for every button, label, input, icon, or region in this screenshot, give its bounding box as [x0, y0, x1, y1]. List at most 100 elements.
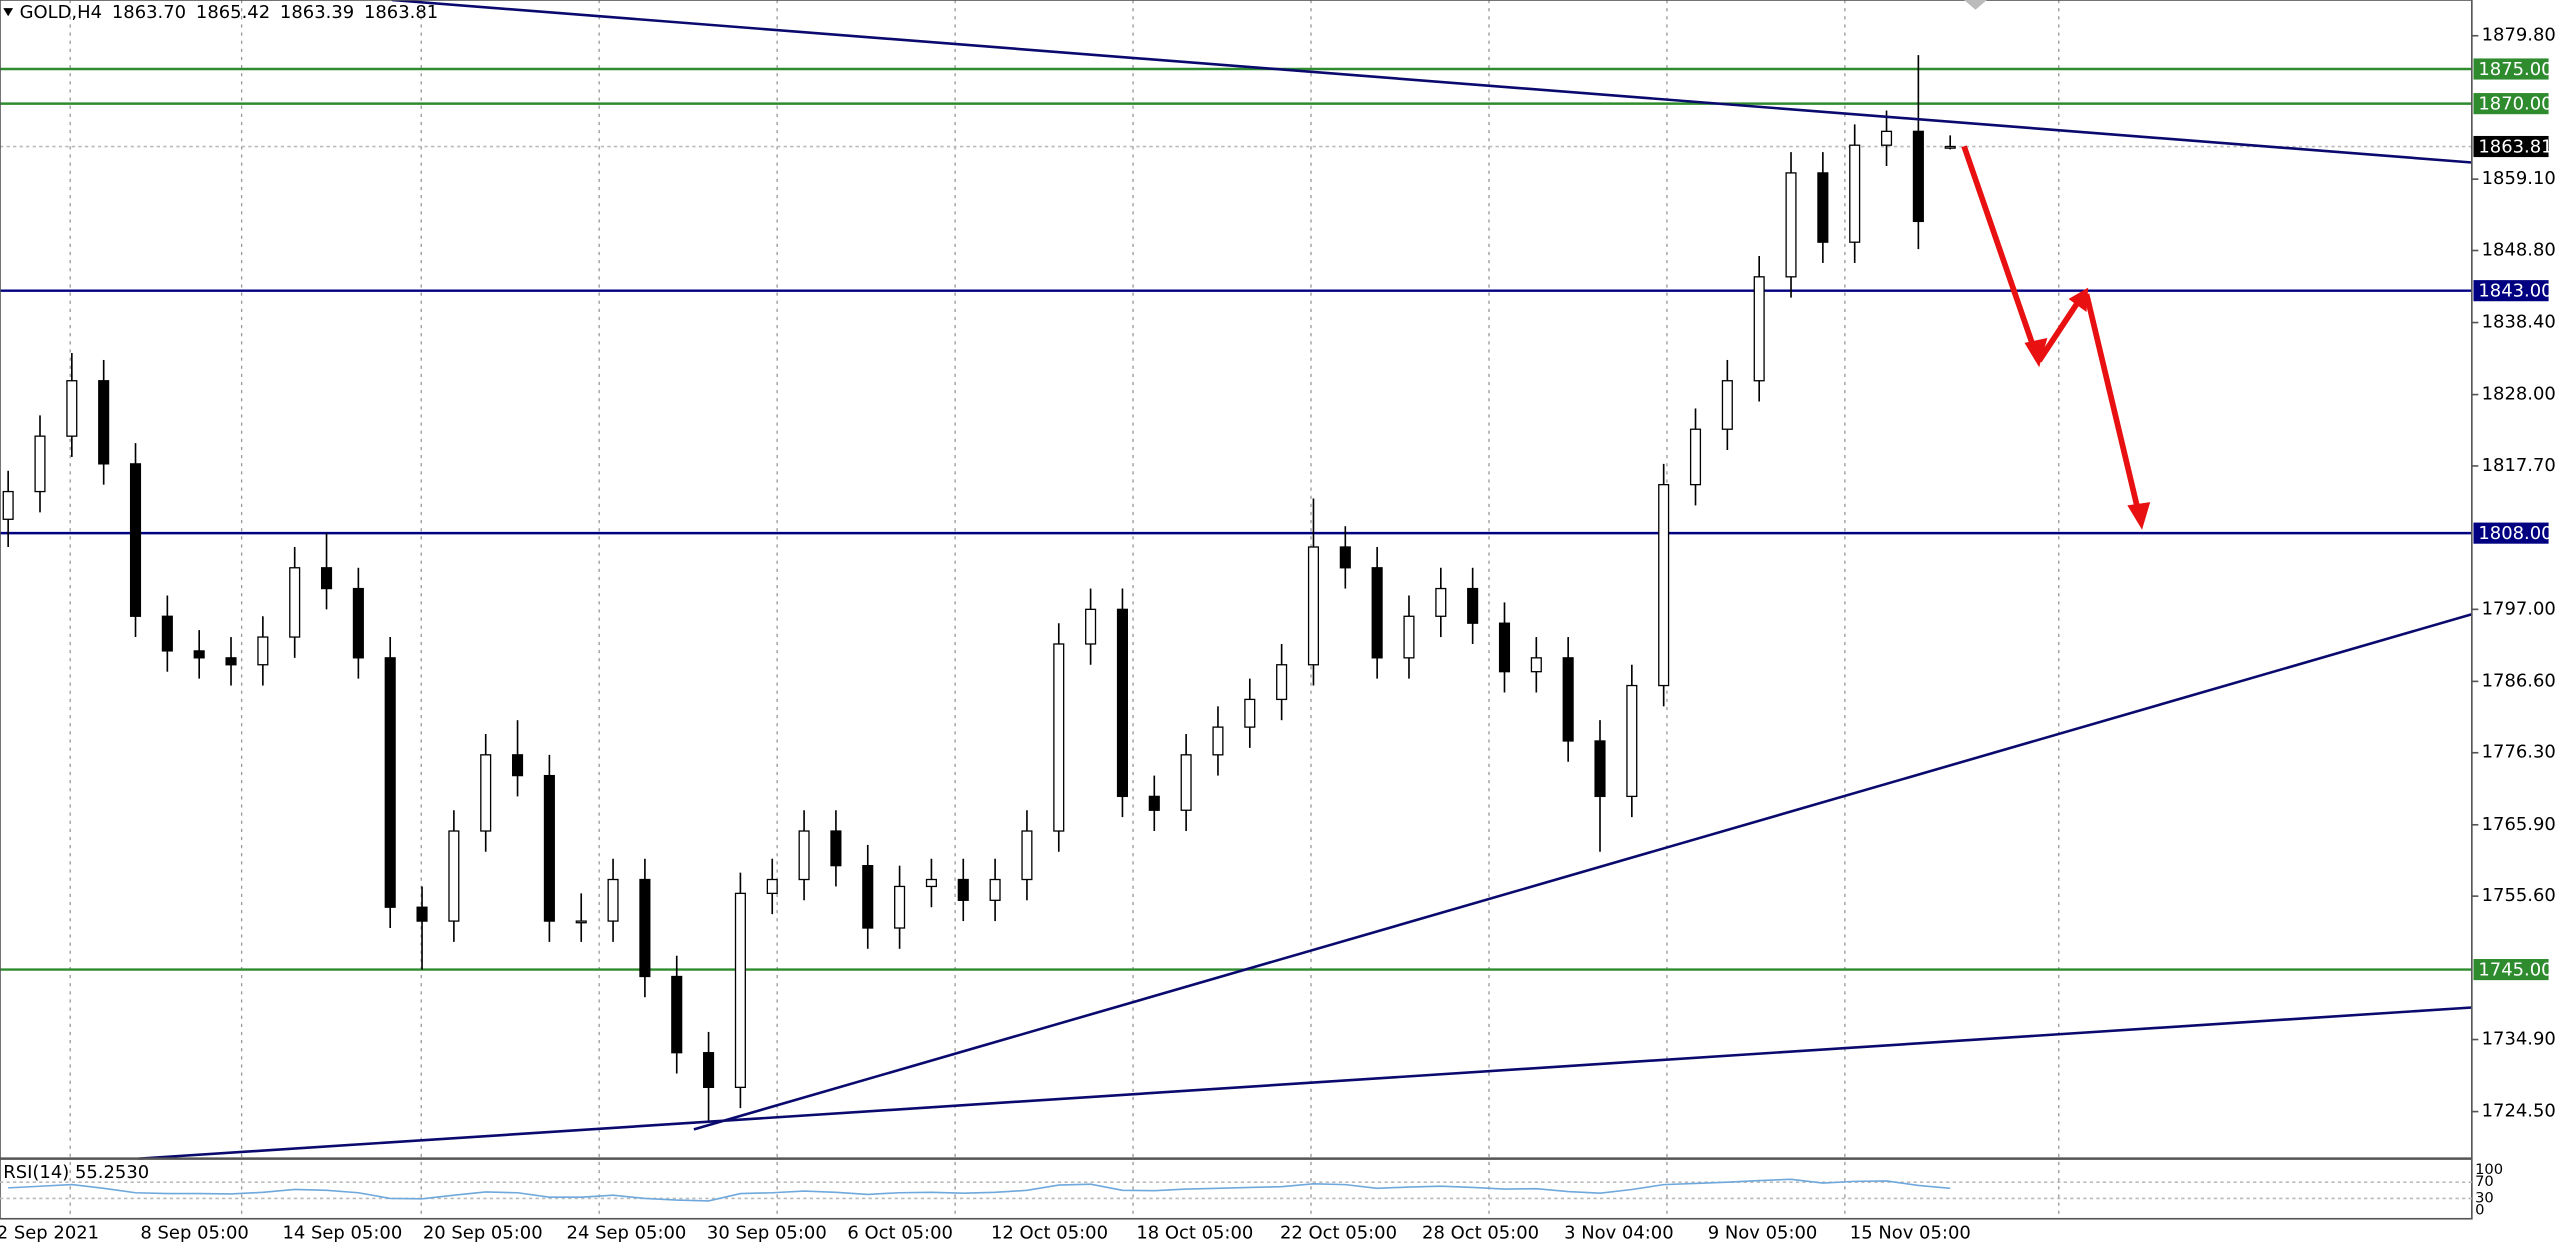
candle-body	[1689, 428, 1702, 486]
level-label: 1843.00	[2478, 281, 2552, 302]
y-tick-label: 1797.00	[2482, 598, 2556, 619]
rsi-tick-label: 30	[2475, 1189, 2494, 1206]
candle-body	[1403, 615, 1415, 659]
x-tick-label: 9 Nov 05:00	[1708, 1222, 1818, 1243]
time-grid	[69, 0, 2060, 1219]
header-value: 1863.81	[364, 2, 438, 23]
x-tick-label: 2 Sep 2021	[0, 1222, 99, 1243]
candle-body	[193, 650, 205, 659]
y-tick-label: 1848.80	[2482, 240, 2556, 261]
x-tick-label: 30 Sep 05:00	[707, 1222, 827, 1243]
candle-body	[989, 878, 1001, 901]
candle-body	[1244, 698, 1256, 728]
levels	[0, 67, 2472, 971]
candle-body	[320, 567, 333, 590]
x-tick-label: 14 Sep 05:00	[282, 1222, 402, 1243]
y-tick-label: 1817.70	[2482, 455, 2556, 476]
rsi-tick-label: 70	[2475, 1173, 2494, 1190]
level-tag	[2473, 58, 2549, 80]
y-tick-label: 1724.50	[2482, 1101, 2556, 1122]
candle-body	[766, 878, 778, 895]
header-value: 1865.42	[196, 2, 270, 23]
x-tick-label: 12 Oct 05:00	[991, 1222, 1108, 1243]
candle-body	[129, 463, 142, 617]
candle-body	[34, 435, 46, 493]
candle-body	[1785, 172, 1797, 278]
y-tick-label: 1734.90	[2482, 1029, 2556, 1050]
candle-body	[480, 754, 492, 832]
candle-body	[607, 878, 619, 922]
candle-body	[1849, 144, 1861, 243]
x-tick-label: 20 Sep 05:00	[423, 1222, 543, 1243]
candle-body	[1626, 684, 1638, 798]
header-value: 1863.70	[112, 2, 186, 23]
rsi-tick-label: 100	[2475, 1161, 2503, 1178]
candle-body	[1212, 726, 1224, 756]
level-tag	[2473, 959, 2549, 981]
candle-body	[2, 490, 14, 520]
header-value: 1863.39	[280, 2, 354, 23]
candle-body	[352, 587, 364, 659]
candle-body	[1276, 664, 1288, 701]
candle-body	[257, 636, 269, 666]
candle-body	[1880, 130, 1893, 146]
candle-body	[289, 567, 301, 638]
rsi-line	[8, 1178, 1951, 1202]
x-tick-label: 24 Sep 05:00	[567, 1222, 687, 1243]
candle-body	[416, 906, 428, 922]
candle-body	[98, 380, 110, 465]
candle-body	[575, 920, 587, 924]
candle-body	[957, 878, 969, 901]
x-tick-label: 8 Sep 05:00	[140, 1222, 248, 1243]
x-tick-label: 3 Nov 04:00	[1564, 1222, 1674, 1243]
candle-body	[1085, 608, 1097, 645]
level-label: 1870.00	[2478, 93, 2552, 114]
rsi-title: RSI(14) 55.2530	[3, 1162, 149, 1183]
rsi-tick-label: 0	[2475, 1202, 2484, 1219]
level-label: 1875.00	[2478, 59, 2552, 80]
candle-body	[925, 878, 937, 888]
forecast-arrows	[1961, 145, 2151, 530]
candle-body	[862, 865, 874, 929]
candle-body	[543, 774, 555, 922]
candle-body	[384, 657, 396, 908]
y-tick-label: 1859.10	[2482, 168, 2556, 189]
candle-body	[1053, 643, 1065, 832]
candle-body	[1721, 380, 1733, 430]
candle-body	[798, 830, 810, 881]
level-label: 1808.00	[2478, 523, 2552, 544]
y-tick-label: 1786.60	[2482, 670, 2556, 691]
candle-body	[1658, 483, 1670, 687]
level-label: 1745.00	[2478, 959, 2552, 980]
candle-body	[1498, 622, 1511, 673]
candle-body	[1817, 172, 1829, 243]
candle-body	[1339, 546, 1351, 569]
level-tag	[2473, 280, 2549, 302]
candle-body	[1021, 830, 1033, 881]
candle-body	[1912, 130, 1924, 223]
x-tick-label: 28 Oct 05:00	[1422, 1222, 1539, 1243]
candle-body	[639, 878, 651, 978]
menu-arrow	[3, 8, 14, 17]
candle-body	[161, 615, 173, 652]
candle-body	[66, 380, 78, 437]
candle-body	[512, 754, 524, 777]
y-tick-label: 1755.60	[2482, 885, 2556, 906]
level-tag	[2473, 93, 2549, 115]
y-tick-label: 1776.30	[2482, 742, 2556, 763]
candle-body	[1944, 145, 1956, 149]
x-tick-label: 15 Nov 05:00	[1850, 1222, 1971, 1243]
candle-body	[1753, 276, 1765, 382]
x-tick-label: 22 Oct 05:00	[1280, 1222, 1397, 1243]
candle-body	[1562, 657, 1574, 742]
current-price-label: 1863.81	[2478, 136, 2552, 157]
candle-body	[1530, 657, 1542, 673]
trend-lines	[138, 0, 2473, 1160]
candle-body	[703, 1052, 715, 1088]
candle-body	[1371, 567, 1383, 659]
candles	[2, 55, 1956, 1122]
